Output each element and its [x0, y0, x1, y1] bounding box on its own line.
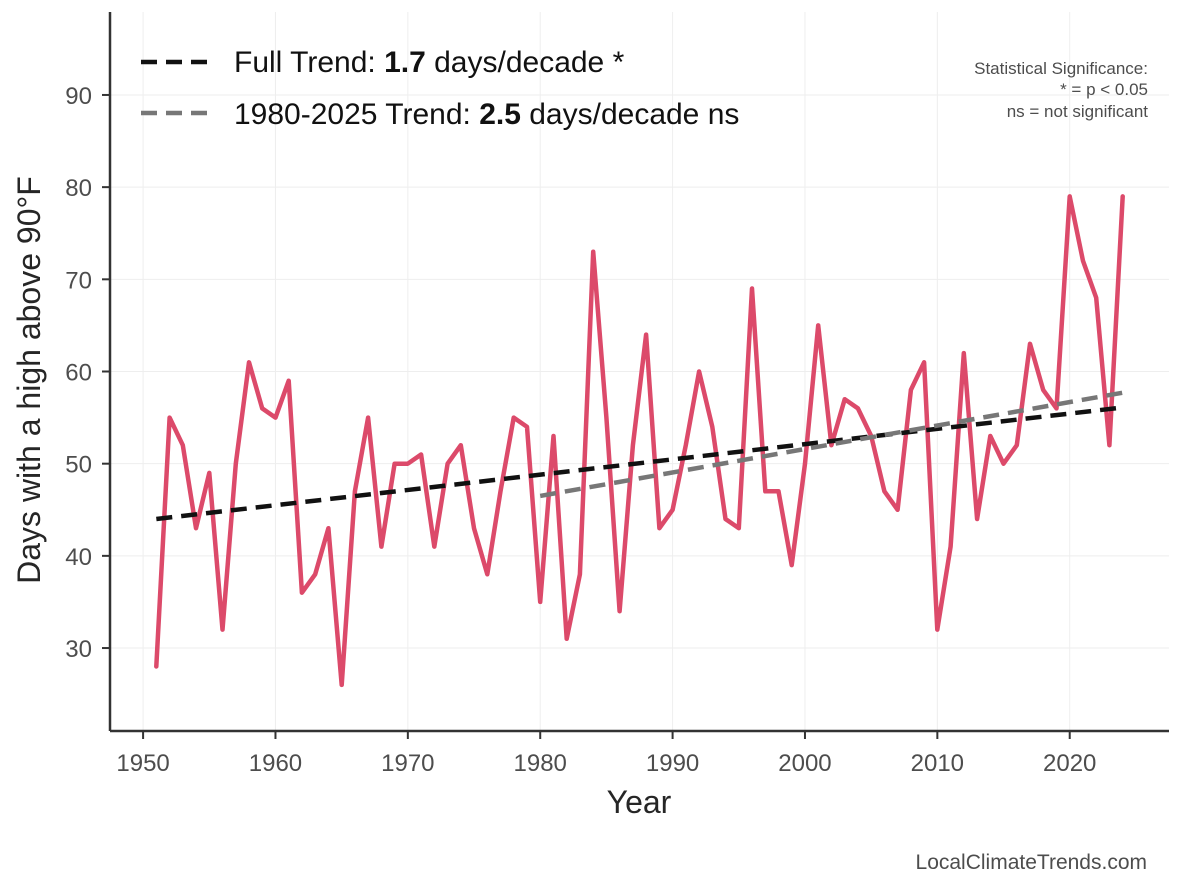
x-tick-label-1950: 1950 [116, 750, 169, 777]
significance-title: Statistical Significance: [974, 59, 1148, 78]
legend: Full Trend: 1.7 days/decade * 1980-2025 … [141, 46, 739, 131]
x-ticks: 1950 1960 1970 1980 1990 2000 2010 2020 [116, 731, 1096, 777]
series-line-0 [154, 194, 1125, 688]
y-ticks: 30 40 50 60 70 80 90 [65, 83, 110, 663]
significance-p-value: * = p < 0.05 [1060, 80, 1148, 99]
y-tick-label-50: 50 [65, 452, 92, 479]
x-tick-label-2000: 2000 [778, 750, 831, 777]
gridlines [110, 12, 1169, 731]
y-tick-label-90: 90 [65, 83, 92, 110]
series-lines [154, 194, 1125, 688]
y-tick-label-70: 70 [65, 267, 92, 294]
y-tick-label-30: 30 [65, 636, 92, 663]
trend-lines [156, 390, 1124, 522]
y-axis-title: Days with a high above 90°F [11, 176, 47, 584]
x-tick-label-1960: 1960 [249, 750, 302, 777]
significance-ns: ns = not significant [1007, 102, 1149, 121]
significance-note: Statistical Significance: * = p < 0.05 n… [974, 59, 1148, 121]
legend-recent-trend-label: 1980-2025 Trend: 2.5 days/decade ns [234, 98, 739, 131]
x-tick-label-1970: 1970 [381, 750, 434, 777]
full-trend-line [156, 405, 1123, 522]
x-axis-title: Year [607, 784, 672, 820]
source-credit: LocalClimateTrends.com [916, 851, 1147, 874]
y-tick-label-80: 80 [65, 175, 92, 202]
y-tick-label-60: 60 [65, 360, 92, 387]
x-tick-label-1980: 1980 [514, 750, 567, 777]
x-tick-label-2010: 2010 [911, 750, 964, 777]
y-tick-label-40: 40 [65, 544, 92, 571]
legend-full-trend-label: Full Trend: 1.7 days/decade * [234, 46, 625, 79]
x-tick-label-2020: 2020 [1043, 750, 1096, 777]
x-tick-label-1990: 1990 [646, 750, 699, 777]
